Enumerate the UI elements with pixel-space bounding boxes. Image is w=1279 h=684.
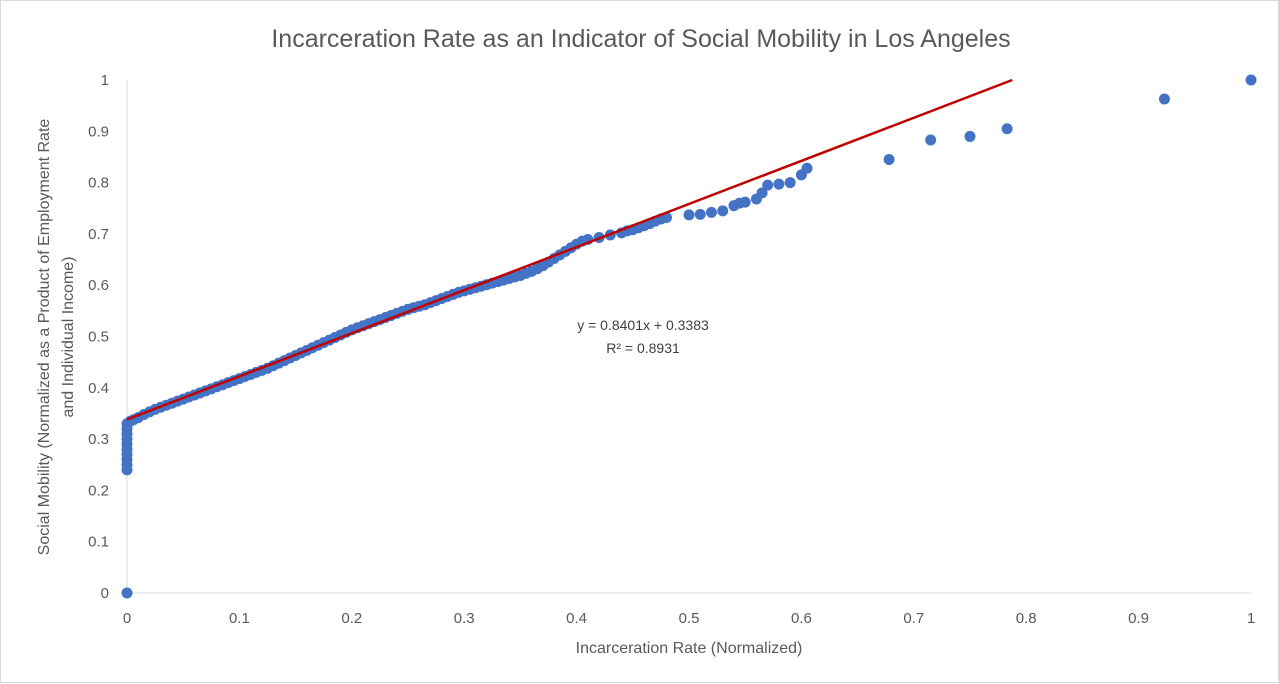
y-tick-label: 1 xyxy=(101,72,109,89)
y-tick-label: 0 xyxy=(101,585,109,602)
x-tick-label: 0.7 xyxy=(903,610,924,627)
data-point xyxy=(121,587,133,599)
y-tick-label: 0.9 xyxy=(88,123,109,140)
y-axis-label-line-2: and Individual Income) xyxy=(60,257,77,418)
y-tick-label: 0.7 xyxy=(88,226,109,243)
trendline-equation: y = 0.8401x + 0.3383 xyxy=(577,317,709,333)
data-point xyxy=(756,187,768,199)
data-point xyxy=(683,209,695,221)
x-axis-label: Incarceration Rate (Normalized) xyxy=(576,640,803,657)
data-point xyxy=(762,179,774,191)
x-tick-label: 0.4 xyxy=(566,610,587,627)
y-axis-label: Social Mobility (Normalized as a Product… xyxy=(36,119,77,556)
data-point xyxy=(1245,74,1257,86)
x-tick-label: 0.2 xyxy=(341,610,362,627)
x-tick-label: 0.8 xyxy=(1016,610,1037,627)
y-tick-label: 0.3 xyxy=(88,431,109,448)
y-tick-label: 0.8 xyxy=(88,175,109,192)
y-tick-label: 0.5 xyxy=(88,329,109,346)
data-point xyxy=(717,205,729,217)
data-point xyxy=(739,196,751,208)
y-tick-label: 0.6 xyxy=(88,277,109,294)
data-point xyxy=(694,208,706,220)
x-tick-label: 0 xyxy=(123,610,131,627)
x-tick-label: 0.3 xyxy=(454,610,475,627)
chart-title: Incarceration Rate as an Indicator of So… xyxy=(271,25,1010,53)
y-axis-label-line-1: Social Mobility (Normalized as a Product… xyxy=(36,119,53,556)
x-tick-label: 0.5 xyxy=(679,610,700,627)
data-point xyxy=(1158,93,1170,105)
x-tick-label: 0.1 xyxy=(229,610,250,627)
y-tick-label: 0.2 xyxy=(88,482,109,499)
y-tick-label: 0.1 xyxy=(88,534,109,551)
data-point xyxy=(925,134,937,146)
data-point xyxy=(801,162,813,174)
data-point xyxy=(773,178,785,190)
trendline xyxy=(126,78,1013,421)
x-tick-labels: 0 0.1 0.2 0.3 0.4 0.5 0.6 0.7 0.8 0.9 1 xyxy=(123,610,1255,627)
data-point xyxy=(964,130,976,142)
data-points xyxy=(121,74,1257,599)
data-point xyxy=(1001,123,1013,135)
x-tick-label: 0.6 xyxy=(791,610,812,627)
y-tick-labels: 0 0.1 0.2 0.3 0.4 0.5 0.6 0.7 0.8 0.9 1 xyxy=(88,72,109,602)
data-point xyxy=(883,154,895,166)
data-point xyxy=(784,177,796,189)
data-point xyxy=(705,206,717,218)
x-tick-label: 1 xyxy=(1247,610,1255,627)
x-tick-label: 0.9 xyxy=(1128,610,1149,627)
trendline-r-squared: R² = 0.8931 xyxy=(606,340,680,356)
y-tick-label: 0.4 xyxy=(88,380,109,397)
